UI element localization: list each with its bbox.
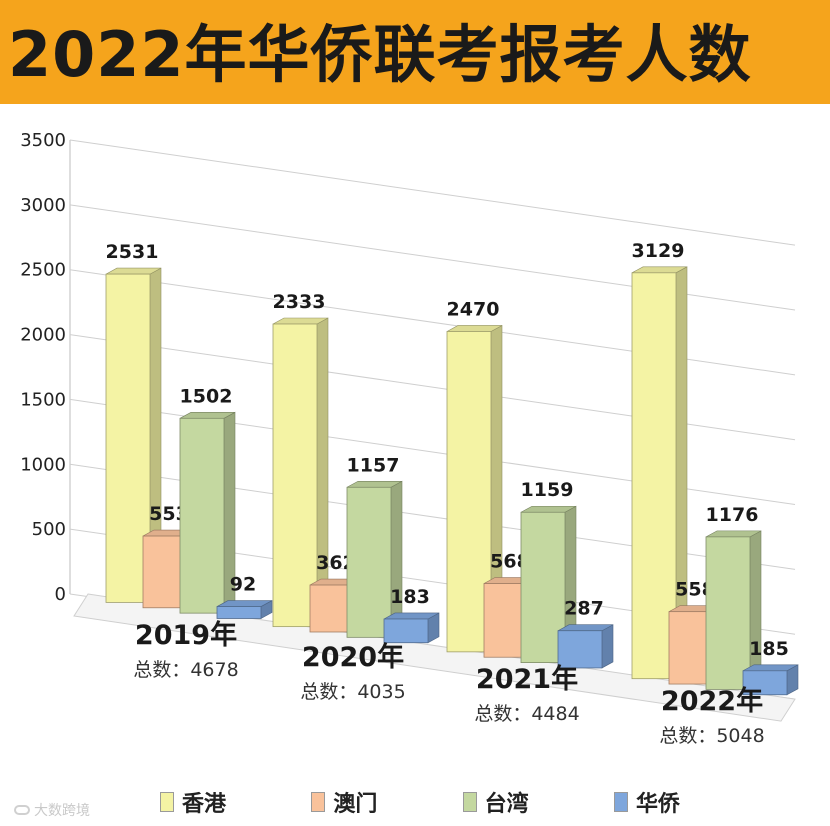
legend-item-hongkong: 香港 (160, 786, 226, 818)
bar-front (216, 606, 262, 619)
legend-item-overseas: 华侨 (613, 786, 680, 818)
bar-front (346, 486, 392, 638)
bar-front (631, 272, 677, 680)
bar (446, 324, 503, 653)
bar-value-label: 3129 (632, 240, 685, 262)
bar-front (272, 323, 318, 628)
bar (179, 411, 236, 614)
legend-item-taiwan: 台湾 (462, 786, 529, 818)
legend-item-macau: 澳门 (311, 786, 377, 818)
legend-label-taiwan: 台湾 (484, 792, 529, 817)
y-tick-label: 1500 (20, 389, 66, 410)
y-tick-label: 500 (32, 519, 66, 540)
bar-side (601, 624, 614, 669)
x-category-total: 总数：5048 (659, 725, 764, 747)
bar-value-label: 2333 (273, 291, 326, 313)
bar-value-label: 553 (149, 503, 189, 525)
y-tick-label: 2000 (20, 325, 66, 346)
bar-value-label: 185 (749, 638, 789, 660)
bar (383, 612, 440, 644)
x-category-label: 2020年 (302, 641, 404, 673)
bar (346, 480, 403, 638)
bar (631, 266, 688, 680)
watermark-logo-icon (14, 805, 30, 815)
bar (272, 317, 329, 628)
bar (742, 664, 799, 696)
bar-value-label: 1502 (180, 385, 233, 407)
bar (705, 530, 762, 690)
watermark-text: 大数跨境 (34, 803, 90, 819)
x-category-total: 总数：4678 (133, 659, 238, 681)
y-tick-label: 3000 (20, 195, 66, 216)
gridline (69, 139, 796, 246)
bar-front (179, 417, 225, 614)
bar-value-label: 2531 (106, 241, 159, 263)
legend-label-hongkong: 香港 (182, 792, 227, 817)
bar-front (383, 618, 429, 644)
x-category-label: 2021年 (476, 663, 578, 695)
bar-value-label: 92 (230, 574, 256, 596)
title-bar: 2022年华侨联考报考人数 (0, 0, 830, 104)
bar-front (557, 630, 603, 669)
bar (557, 624, 614, 669)
legend-swatch-hongkong (160, 792, 174, 812)
bar-value-label: 287 (564, 598, 604, 620)
watermark: 大数跨境 (14, 800, 90, 820)
legend-label-overseas: 华侨 (635, 792, 680, 817)
bar-value-label: 1176 (706, 504, 759, 526)
x-category-label: 2019年 (135, 619, 237, 651)
bar-value-label: 568 (490, 551, 530, 573)
legend: 香港 澳门 台湾 华侨 (160, 784, 680, 820)
chart-title: 2022年华侨联考报考人数 (8, 18, 752, 91)
bar-value-label: 1159 (521, 479, 574, 501)
x-category-total: 总数：4035 (300, 681, 405, 703)
y-tick-label: 0 (55, 584, 66, 605)
bar-value-label: 2470 (447, 298, 500, 320)
y-tick-label: 3500 (20, 130, 66, 151)
legend-swatch-macau (311, 792, 326, 812)
bar-value-label: 558 (675, 579, 715, 601)
bar-chart: 0 500 1000 1500 2000 2500 3000 3500 2531 553 1502 9… (20, 130, 799, 747)
legend-label-macau: 澳门 (333, 792, 378, 817)
bar-front (742, 670, 788, 696)
x-category-total: 总数：4484 (474, 703, 579, 725)
x-category-label: 2022年 (661, 685, 763, 717)
bar (216, 600, 273, 620)
bar-value-label: 183 (390, 586, 430, 608)
bar-front (705, 536, 751, 690)
legend-swatch-taiwan (462, 792, 477, 812)
chart-plot: 0 500 1000 1500 2000 2500 3000 3500 2531 553 1502 9… (20, 130, 799, 747)
y-tick-label: 1000 (20, 454, 66, 475)
bar-value-label: 362 (316, 552, 356, 574)
y-tick-label: 2500 (20, 260, 66, 281)
legend-swatch-overseas (613, 792, 628, 812)
bar-value-label: 1157 (347, 454, 400, 476)
